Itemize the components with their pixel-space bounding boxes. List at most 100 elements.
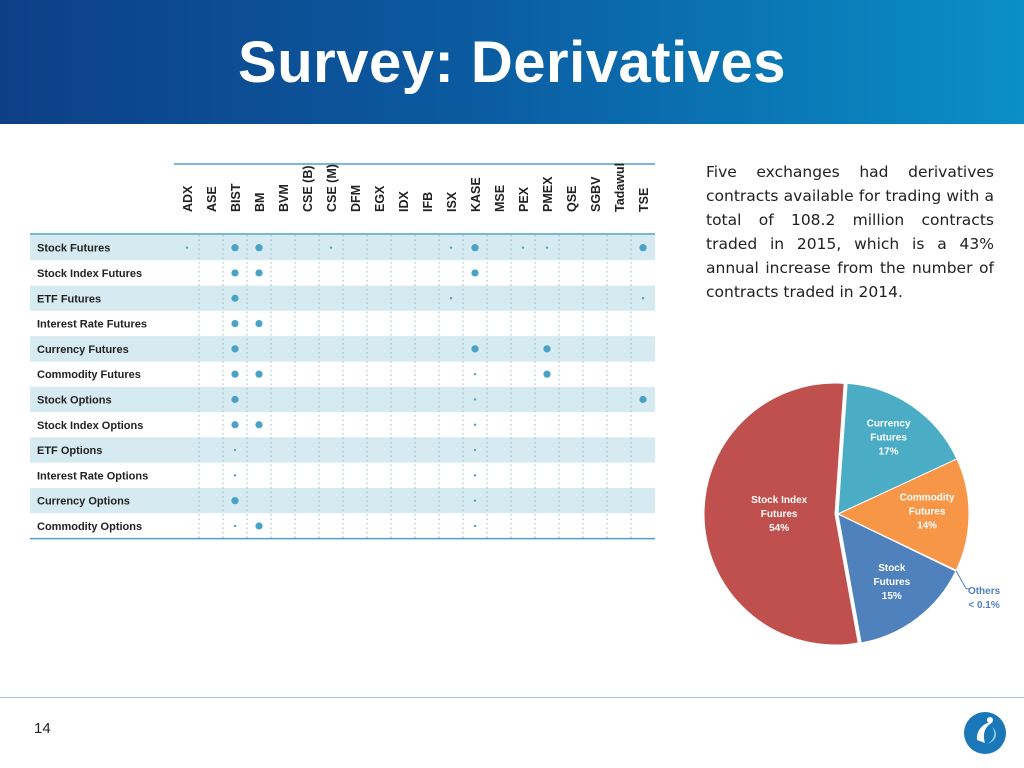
pie-label: Commodity [900, 493, 955, 504]
availability-dot [231, 395, 239, 404]
availability-dot [543, 370, 551, 378]
table-row [30, 310, 655, 337]
pie-label: Futures [870, 433, 907, 444]
availability-dot-small [473, 474, 477, 477]
pie-label: 54% [769, 523, 789, 534]
availability-dot [231, 497, 239, 505]
footer-divider [0, 697, 1024, 698]
availability-dot-small [641, 297, 645, 300]
availability-dot [639, 395, 647, 404]
column-header: DFM [349, 185, 363, 212]
column-header: PMEX [541, 176, 555, 212]
column-header: MSE [493, 185, 507, 212]
availability-dot [639, 244, 647, 252]
availability-dot [255, 269, 263, 277]
column-header: ADX [181, 185, 195, 212]
column-header: KASE [469, 177, 483, 212]
availability-dot-small [473, 398, 477, 401]
pie-label: Stock Index [751, 495, 808, 506]
availability-dot [231, 370, 239, 378]
slide-title: Survey: Derivatives [238, 29, 786, 95]
column-header: IDX [397, 191, 411, 213]
pie-label: Stock [878, 563, 906, 574]
others-leader-line [955, 570, 971, 590]
pie-label: Futures [909, 507, 946, 518]
column-header: ISX [445, 191, 459, 212]
availability-dot [231, 345, 239, 353]
availability-dot-small [329, 246, 333, 249]
availability-dot [231, 319, 239, 328]
page-number: 14 [34, 720, 51, 737]
availability-dot [471, 269, 479, 277]
row-label: Currency Futures [37, 344, 129, 356]
availability-dot [231, 421, 239, 429]
pie-slice [837, 513, 957, 644]
table-row [30, 513, 655, 539]
pie-label: Currency [867, 419, 911, 430]
availability-dot-small [473, 423, 477, 426]
pie-slice [836, 458, 970, 572]
title-bar [0, 0, 1024, 124]
availability-dot-small [545, 246, 549, 249]
availability-dot-small [521, 246, 525, 249]
availability-dot-small [185, 246, 189, 249]
availability-dot [231, 269, 239, 277]
row-label: Interest Rate Options [37, 470, 148, 482]
row-label: Commodity Options [37, 521, 142, 533]
row-label: Currency Options [37, 496, 130, 508]
availability-dot [255, 522, 263, 530]
column-header: BIST [229, 183, 243, 212]
column-header: CSE (B) [301, 165, 315, 212]
table-row [30, 235, 655, 261]
availability-dot [543, 345, 551, 353]
row-label: Stock Index Options [37, 420, 143, 432]
intro-paragraph: Five exchanges had derivatives contracts… [706, 163, 994, 301]
pie-slice [837, 382, 958, 515]
contracts-pie-chart: Stock Index Futures 54% Currency Futures 17% C… [703, 382, 1001, 646]
availability-dot-small [473, 448, 477, 452]
pie-label: 15% [882, 591, 902, 602]
availability-dot-small [449, 246, 453, 249]
row-label: Stock Options [37, 394, 112, 406]
row-label: ETF Futures [37, 293, 101, 305]
column-header: TSE [637, 188, 651, 212]
pie-label: < 0.1% [968, 600, 1000, 611]
availability-dot [255, 370, 263, 378]
column-header: QSE [565, 186, 579, 212]
availability-dot [255, 319, 263, 328]
pie-label: Others [968, 586, 1001, 597]
availability-dot [255, 244, 263, 252]
column-header: ASE [205, 186, 219, 212]
availability-dot [471, 345, 479, 353]
column-header: SGBV [589, 176, 603, 212]
row-label: ETF Options [37, 445, 102, 457]
availability-dot [471, 244, 479, 252]
column-header: EGX [373, 185, 387, 212]
pie-label: 14% [917, 521, 937, 532]
pie-label: 17% [879, 447, 899, 458]
column-header: IFB [421, 192, 435, 212]
pie-label: Futures [873, 577, 910, 588]
organization-logo [964, 712, 1006, 754]
table-row [30, 437, 655, 463]
table-row [30, 386, 655, 413]
row-label: Commodity Futures [37, 369, 141, 381]
availability-dot-small [233, 524, 237, 528]
availability-dot [231, 294, 239, 302]
availability-dot-small [473, 372, 477, 376]
derivatives-availability-table: ADX ASE BIST BM BVM CSE (B) CSE (M) DFM EGX IDX IF… [30, 163, 655, 540]
column-header: BVM [277, 184, 291, 212]
column-header: Tadawul [613, 163, 627, 212]
row-label: Stock Index Futures [37, 268, 142, 280]
column-header: PEX [517, 186, 531, 212]
availability-dot-small [473, 524, 477, 528]
column-header: CSE (M) [325, 164, 339, 212]
pie-slice [703, 382, 859, 646]
pie-label: Futures [761, 509, 798, 520]
availability-dot-small [233, 448, 237, 452]
availability-dot-small [473, 499, 477, 502]
availability-dot [231, 244, 239, 252]
row-label: Interest Rate Futures [37, 319, 147, 331]
availability-dot [255, 421, 263, 429]
row-label: Stock Futures [37, 243, 110, 255]
